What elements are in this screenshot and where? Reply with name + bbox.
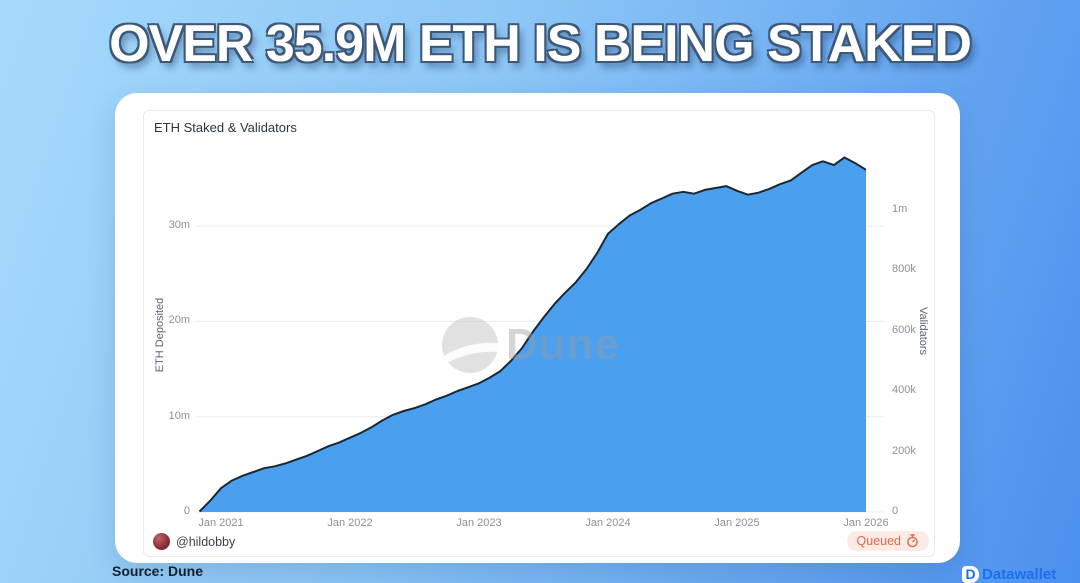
partner-logo-text: Datawallet <box>982 566 1057 583</box>
axis-tick-label: Jan 2022 <box>327 517 373 529</box>
page-title: OVER 35.9M ETH IS BEING STAKED <box>109 15 972 73</box>
stopwatch-icon <box>907 534 918 548</box>
source-caption: Source: Dune <box>112 563 204 579</box>
author-avatar <box>153 533 170 550</box>
y-axis-left-title: ETH Deposited <box>154 297 166 373</box>
axis-tick-label: 800k <box>892 263 916 276</box>
author-attribution[interactable]: @hildobby <box>153 533 235 550</box>
partner-logo: D Datawallet <box>962 566 1056 583</box>
chart-card: ETH Staked & Validators Dune 0 10m 20m 30m … <box>115 93 960 563</box>
author-handle: @hildobby <box>176 534 236 549</box>
axis-tick-label: Jan 2026 <box>843 517 889 529</box>
query-status-badge[interactable]: Queued <box>846 531 929 551</box>
axis-tick-label: Jan 2023 <box>456 517 502 529</box>
axis-tick-label: Jan 2024 <box>585 517 631 529</box>
axis-tick-label: Jan 2021 <box>198 517 244 529</box>
axis-tick-label: 600k <box>892 323 916 336</box>
status-badge-label: Queued <box>856 534 901 548</box>
axis-tick-label: 10m <box>168 409 190 422</box>
axis-tick-label: 20m <box>168 314 190 327</box>
axis-tick-label: 400k <box>892 384 916 397</box>
y-axis-right-title: Validators <box>917 306 929 356</box>
staked-area-series <box>199 157 866 512</box>
staked-line-series <box>198 156 867 513</box>
partner-logo-icon: D <box>962 566 979 583</box>
eth-staked-area-chart <box>196 156 884 513</box>
axis-tick-label: 0 <box>892 505 899 517</box>
chart-title: ETH Staked & Validators <box>154 120 297 135</box>
chart-panel: ETH Staked & Validators Dune 0 10m 20m 30m … <box>143 110 935 557</box>
axis-tick-label: 30m <box>168 219 190 232</box>
axis-tick-label: 200k <box>892 444 916 457</box>
axis-tick-label: 1m <box>892 203 908 215</box>
axis-tick-label: 0 <box>183 505 190 517</box>
axis-tick-label: Jan 2025 <box>714 517 760 529</box>
